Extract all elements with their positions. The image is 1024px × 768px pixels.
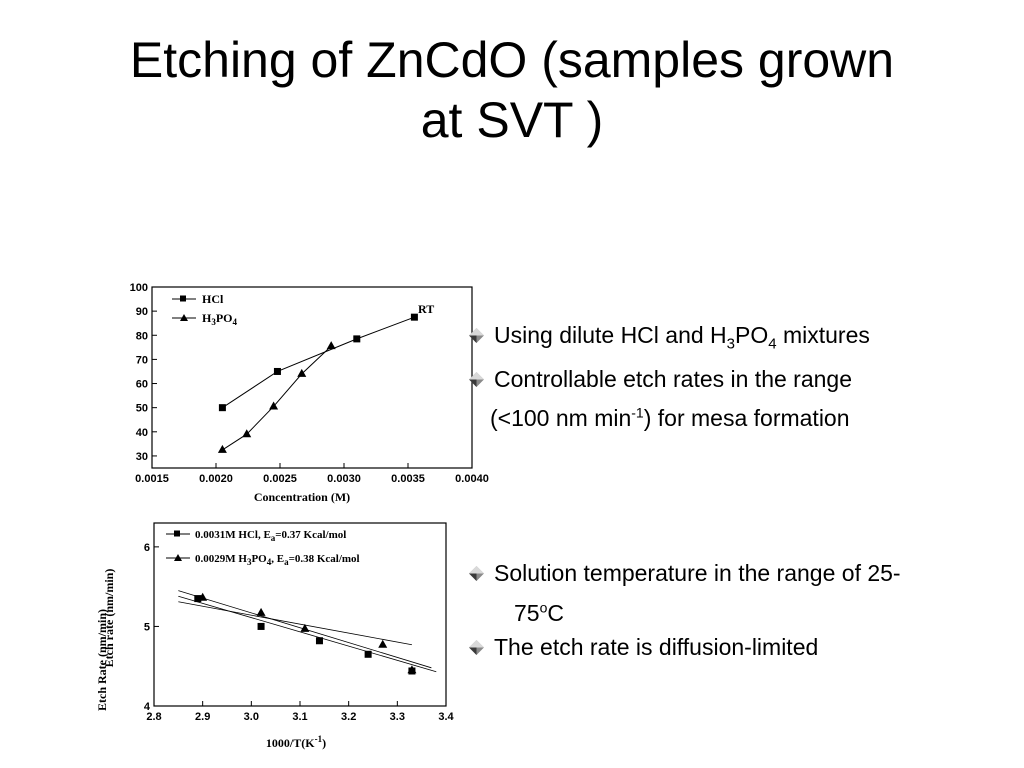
y-tick-label: 30 <box>136 451 148 463</box>
x-tick-label: 2.8 <box>146 711 161 723</box>
plot-frame <box>153 522 447 707</box>
diamond-bullet-icon <box>469 639 484 655</box>
y-tick-label: 60 <box>136 379 148 391</box>
legend-hcl-label: HCl <box>202 292 224 306</box>
y-tick-label: 100 <box>130 282 148 294</box>
y-axis-label: Etch Rate (nm/min) <box>95 609 109 711</box>
bullet-text-continued: (<100 nm min-1) for mesa formation <box>490 404 850 432</box>
legend-h3po4-marker <box>180 314 188 321</box>
data-point-1 <box>217 444 227 453</box>
fit-line-1 <box>178 601 413 646</box>
data-point-0 <box>353 335 361 343</box>
data-point-0 <box>194 595 202 603</box>
data-point-1 <box>242 429 252 438</box>
annotation-rt: RT <box>418 302 434 316</box>
diamond-bullet-icon <box>469 328 484 343</box>
data-point-1 <box>407 665 417 674</box>
bullet-list-top: Using dilute HCl and H3PO4 mixtures Cont… <box>468 318 1013 435</box>
bullet-item: Solution temperature in the range of 25-… <box>468 556 1013 630</box>
data-point-0 <box>364 650 372 658</box>
data-point-0 <box>218 404 226 412</box>
data-point-1 <box>297 368 307 377</box>
data-point-0 <box>410 313 418 321</box>
x-tick-label: 0.0020 <box>199 473 233 485</box>
data-point-0 <box>315 637 323 645</box>
data-point-1 <box>256 607 266 616</box>
legend: 0.0031M HCl, Ea=0.37 Kcal/mol 0.0029M H3… <box>166 529 360 567</box>
legend-hcl-marker <box>174 530 180 537</box>
legend-h3po4-marker <box>174 554 182 561</box>
legend: HCl H3PO4 <box>172 292 238 327</box>
y-tick-label: 90 <box>136 306 148 318</box>
fit-line-0 <box>178 595 437 673</box>
x-tick-label: 0.0025 <box>263 473 297 485</box>
legend-h3po4-label: 0.0029M H3PO4, Ea=0.38 Kcal/mol <box>195 553 360 567</box>
slide-title: Etching of ZnCdO (samples grown at SVT ) <box>0 30 1024 150</box>
y-tick-label: 5 <box>144 621 150 633</box>
data-point-1 <box>378 639 388 648</box>
title-line-2: at SVT ) <box>420 92 604 148</box>
data-point-1 <box>198 592 208 601</box>
bullet-text: The etch rate is diffusion-limited <box>494 633 819 660</box>
data-point-1 <box>300 623 310 632</box>
x-tick-label: 0.0030 <box>327 473 361 485</box>
data-point-1 <box>326 341 336 350</box>
x-tick-label: 3.3 <box>390 711 405 723</box>
legend-hcl-marker <box>180 295 186 302</box>
bullet-item: Controllable etch rates in the range (<1… <box>468 362 1013 436</box>
bullet-text: Using dilute HCl and H3PO4 mixtures <box>494 322 870 353</box>
series-line-1 <box>222 345 332 451</box>
title-line-1: Etching of ZnCdO (samples grown <box>129 32 895 88</box>
bullet-text: Solution temperature in the range of 25- <box>494 560 901 586</box>
x-axis-label: Concentration (M) <box>254 490 350 504</box>
bullet-item: Using dilute HCl and H3PO4 mixtures <box>468 318 1013 362</box>
x-tick-label: 0.0015 <box>135 473 169 485</box>
series-line-0 <box>222 316 415 409</box>
bullet-text-continued: 75oC <box>514 599 565 626</box>
x-tick-label: 0.0040 <box>455 473 489 485</box>
x-tick-label: 3.2 <box>341 711 356 723</box>
bullet-item: The etch rate is diffusion-limited <box>468 630 1013 664</box>
y-tick-label: 6 <box>144 542 150 554</box>
diamond-bullet-icon <box>469 566 484 581</box>
etch-rate-vs-concentration-chart: 0.0015 0.0020 0.0025 0.0030 0.0035 0.00403040… <box>95 282 489 711</box>
y-tick-label: 40 <box>136 427 148 439</box>
x-axis-label: 1000/T(K-1) <box>266 734 326 750</box>
x-tick-label: 3.1 <box>292 711 307 723</box>
legend-hcl-label: 0.0031M HCl, Ea=0.37 Kcal/mol <box>195 529 346 543</box>
y-tick-label: 50 <box>136 403 148 415</box>
x-tick-label: 2.9 <box>195 711 210 723</box>
bullet-list-bottom: Solution temperature in the range of 25-… <box>468 556 1013 664</box>
data-point-0 <box>257 622 265 630</box>
legend-h3po4-label: H3PO4 <box>202 311 238 327</box>
y-axis-label: Etch rate (nm/min) <box>102 569 116 668</box>
x-tick-label: 0.0035 <box>391 473 425 485</box>
x-tick-label: 3.4 <box>438 711 454 723</box>
y-tick-label: 70 <box>136 354 148 366</box>
etch-rate-vs-temperature-chart: 2.8 2.9 3.0 3.1 3.2 3.3 3.4 4 5 6 0.0031M HCl, Ea… <box>102 522 455 750</box>
y-tick-label: 80 <box>136 330 148 342</box>
bullet-text: Controllable etch rates in the range <box>494 365 852 392</box>
diamond-bullet-icon <box>469 371 484 387</box>
y-tick-label: 4 <box>144 701 151 713</box>
data-point-1 <box>269 401 279 410</box>
data-point-0 <box>273 367 281 375</box>
x-tick-label: 3.0 <box>244 711 259 723</box>
